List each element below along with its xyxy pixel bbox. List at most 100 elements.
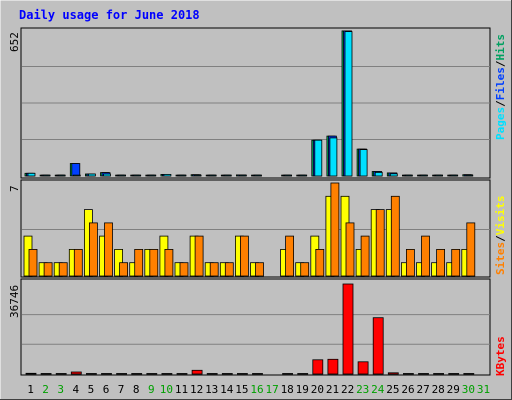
panel-kbytes: 36746 <box>8 278 491 376</box>
x-tick-label: 24 <box>371 383 385 396</box>
bar-kbytes <box>191 369 203 375</box>
bar-pages <box>465 174 474 177</box>
bar-sites <box>164 248 174 277</box>
y-max-label-bottom: 36746 <box>8 285 21 318</box>
x-tick-label: 16 <box>250 383 263 396</box>
bar-sites <box>285 235 295 277</box>
x-tick-label: 14 <box>220 383 234 396</box>
bar-pages <box>118 174 126 177</box>
x-tick-label: 10 <box>160 383 173 396</box>
x-tick-label: 13 <box>205 383 218 396</box>
bar-sites <box>58 262 68 277</box>
bar-kbytes <box>55 373 67 375</box>
bar-pages <box>359 149 368 177</box>
bar-sites <box>134 248 144 277</box>
x-tick-label: 19 <box>296 383 309 396</box>
bar-pages <box>178 174 187 177</box>
x-tick-label: 12 <box>190 383 203 396</box>
bar-kbytes <box>221 373 233 375</box>
x-tick-label: 21 <box>326 383 339 396</box>
bar-sites <box>360 235 370 277</box>
legend-sep-1: / <box>494 100 507 107</box>
bar-kbytes <box>327 358 339 375</box>
bar-sites <box>149 248 159 277</box>
bar-pages <box>435 174 444 177</box>
bar-kbytes <box>131 373 143 375</box>
bar-pages <box>420 174 428 177</box>
bar-sites <box>28 248 38 277</box>
bar-kbytes <box>342 283 354 375</box>
bars-middle <box>23 182 476 277</box>
bar-pages <box>389 173 398 177</box>
bar-sites <box>390 195 400 277</box>
bar-kbytes <box>312 359 324 375</box>
x-tick-label: 3 <box>57 383 64 396</box>
x-tick-label: 27 <box>416 383 429 396</box>
legend-kbytes-label: KBytes <box>494 336 507 376</box>
bar-kbytes <box>297 373 309 375</box>
chart-title: Daily usage for June 2018 <box>19 8 200 22</box>
bar-kbytes <box>282 373 294 375</box>
bar-pages <box>238 174 247 177</box>
legend-sep-2: / <box>494 60 507 67</box>
bar-kbytes <box>252 373 263 375</box>
bar-pages <box>72 174 81 177</box>
bar-sites <box>451 248 461 277</box>
x-tick-label: 2 <box>42 383 49 396</box>
bar-pages <box>450 174 459 177</box>
bar-sites <box>89 222 98 277</box>
bar-kbytes <box>161 373 173 375</box>
x-tick-label: 22 <box>341 383 354 396</box>
bar-sites <box>405 248 415 277</box>
legend-sites-visits: Sites/Visits <box>494 196 507 276</box>
bar-sites <box>300 262 310 277</box>
bar-kbytes <box>206 373 218 375</box>
bar-pages <box>88 173 96 177</box>
x-tick-label: 4 <box>72 383 79 396</box>
bar-sites <box>104 222 113 277</box>
x-tick-label: 5 <box>88 383 95 396</box>
panel-frame-bottom <box>20 278 491 376</box>
bar-kbytes <box>101 373 112 375</box>
legend-sites: Sites <box>494 242 507 275</box>
x-tick-label: 31 <box>477 383 490 396</box>
panel-hits-files-pages: 652 <box>8 27 491 179</box>
x-tick-label: 30 <box>462 383 475 396</box>
bar-pages <box>148 174 157 177</box>
bars-bottom <box>25 283 475 375</box>
bar-kbytes <box>116 373 127 375</box>
bar-pages <box>208 174 217 177</box>
bar-pages <box>284 174 293 177</box>
legend-hits: Hits <box>494 34 507 61</box>
bar-kbytes <box>236 373 248 375</box>
x-tick-label: 1 <box>27 383 34 396</box>
bar-pages <box>299 174 308 177</box>
bar-pages <box>163 173 172 177</box>
bar-pages <box>57 174 66 177</box>
bar-sites <box>224 262 234 277</box>
legend-sep-3: / <box>494 235 507 242</box>
legend-pages-files-hits: Pages/Files/Hits <box>494 34 507 140</box>
bar-pages <box>133 174 142 177</box>
bar-pages <box>329 137 338 177</box>
bar-kbytes <box>387 372 399 375</box>
bar-sites <box>421 235 430 277</box>
bar-kbytes <box>70 371 82 375</box>
bar-kbytes <box>372 317 384 375</box>
legend-visits: Visits <box>494 196 507 236</box>
x-tick-label: 29 <box>447 383 460 396</box>
bar-pages <box>254 174 262 177</box>
y-max-label-middle: 7 <box>8 185 21 192</box>
bar-pages <box>27 172 36 177</box>
x-tick-label: 25 <box>386 383 399 396</box>
bar-kbytes <box>86 373 97 375</box>
x-tick-label: 17 <box>265 383 278 396</box>
legend-pages: Pages <box>494 107 507 140</box>
x-tick-label: 15 <box>235 383 248 396</box>
bar-kbytes <box>357 361 369 375</box>
x-tick-label: 7 <box>118 383 125 396</box>
bar-pages <box>374 171 383 177</box>
bar-kbytes <box>433 373 445 375</box>
x-tick-label: 9 <box>148 383 155 396</box>
